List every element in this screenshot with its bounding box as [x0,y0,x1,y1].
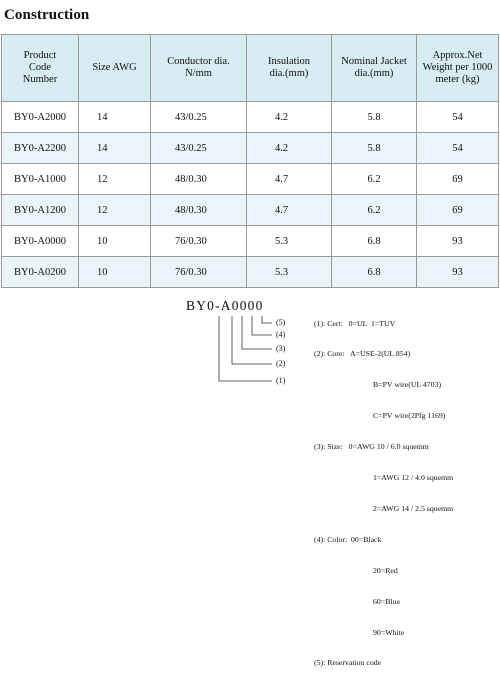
cell-size-awg: 10 [78,225,151,257]
leader-line-1 [218,316,272,382]
cell-product-code: BY0-A2200 [1,132,79,164]
header-net-weight: Approx.Net Weight per 1000 meter (kg) [416,34,499,102]
cell-jacket-dia: 6.2 [331,163,417,195]
header-product-code: Product Code Number [1,34,79,102]
code-legend: (1): Cert: 0=UL 1=TUV (2): Core: A=USE-2… [314,298,453,689]
cell-jacket-dia: 6.8 [331,225,417,257]
cell-size-awg: 14 [78,132,151,164]
legend-core-option: C=PV wire(2Pfg 1169) [373,411,446,421]
callout-label-2: (2) [276,359,286,368]
leader-line-5 [261,316,272,324]
callout-label-3: (3) [276,344,286,353]
legend-color-option: 20=Red [373,565,398,575]
construction-table: Product Code Number Size AWG Conductor dia… [1,34,499,288]
cell-conductor-dia: 76/0.30 [150,256,247,288]
table-row: BY0-A1200 12 48/0.30 4.7 6.2 69 [1,194,499,226]
part-code-diagram: BY0-A0000 (5) (4) (3) (2) (1) (1): Cert:… [0,290,500,667]
legend-color-option: 90=White [373,627,405,637]
cell-product-code: BY0-A1000 [1,163,79,195]
cell-size-awg: 12 [78,163,151,195]
cell-product-code: BY0-A0200 [1,256,79,288]
cell-conductor-dia: 48/0.30 [150,163,247,195]
callout-label-4: (4) [276,330,286,339]
table-row: BY0-A2000 14 43/0.25 4.2 5.8 54 [1,101,499,133]
cell-insulation-dia: 5.3 [246,256,332,288]
cell-insulation-dia: 4.7 [246,194,332,226]
legend-reservation: (5): Reservation code [314,658,382,668]
callout-label-1: (1) [276,376,286,385]
cell-size-awg: 14 [78,101,151,133]
leader-line-3 [241,316,272,350]
table-row: BY0-A1000 12 48/0.30 4.7 6.2 69 [1,163,499,195]
header-size-awg: Size AWG [78,34,151,102]
cell-insulation-dia: 4.7 [246,163,332,195]
legend-color-option: 60=Blue [373,596,400,606]
cell-conductor-dia: 48/0.30 [150,194,247,226]
table-row: BY0-A2200 14 43/0.25 4.2 5.8 54 [1,132,499,164]
cell-jacket-dia: 6.2 [331,194,417,226]
leader-line-4 [251,316,272,336]
cell-jacket-dia: 5.8 [331,101,417,133]
table-row: BY0-A0200 10 76/0.30 5.3 6.8 93 [1,256,499,288]
cell-net-weight: 69 [416,163,499,195]
cell-product-code: BY0-A1200 [1,194,79,226]
cell-jacket-dia: 6.8 [331,256,417,288]
cell-product-code: BY0-A2000 [1,101,79,133]
legend-color: (4): Color: 00=Black [314,534,382,544]
section-title: Construction [4,7,90,23]
legend-size-option: 2=AWG 14 / 2.5 squemm [373,503,454,513]
legend-cert: (1): Cert: 0=UL 1=TUV [314,318,396,328]
cell-size-awg: 12 [78,194,151,226]
cell-insulation-dia: 5.3 [246,225,332,257]
callout-label-5: (5) [276,318,286,327]
cell-conductor-dia: 76/0.30 [150,225,247,257]
cell-size-awg: 10 [78,256,151,288]
header-jacket-dia: Nominal Jacket dia.(mm) [331,34,417,102]
cell-net-weight: 69 [416,194,499,226]
cell-jacket-dia: 5.8 [331,132,417,164]
cell-insulation-dia: 4.2 [246,132,332,164]
cell-net-weight: 93 [416,256,499,288]
legend-core-option: B=PV wire(UL 4703) [373,380,442,390]
table-row: BY0-A0000 10 76/0.30 5.3 6.8 93 [1,225,499,257]
part-code: BY0-A0000 [186,298,264,313]
header-insulation-dia: Insulation dia.(mm) [246,34,332,102]
cell-product-code: BY0-A0000 [1,225,79,257]
cell-net-weight: 54 [416,132,499,164]
table-header-row: Product Code Number Size AWG Conductor dia… [1,34,499,102]
cell-conductor-dia: 43/0.25 [150,132,247,164]
callout-leader-lines [218,316,272,382]
header-conductor-dia: Conductor dia. N/mm [150,34,247,102]
cell-net-weight: 93 [416,225,499,257]
legend-size-option: 1=AWG 12 / 4.0 squemm [373,473,454,483]
cell-conductor-dia: 43/0.25 [150,101,247,133]
legend-core: (2): Core: A=USE-2(UL 854) [314,349,411,359]
cell-net-weight: 54 [416,101,499,133]
cell-insulation-dia: 4.2 [246,101,332,133]
legend-size: (3): Size: 0=AWG 10 / 6.0 squemm [314,442,429,452]
leader-line-2 [231,316,272,365]
